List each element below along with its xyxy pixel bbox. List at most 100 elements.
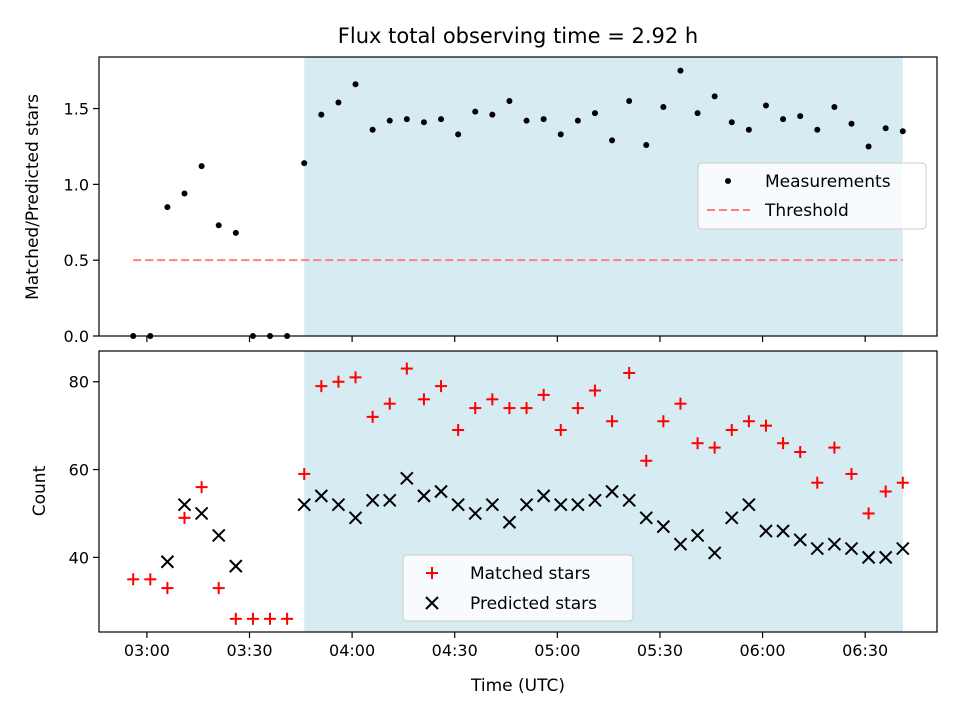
matched-stars-point [691, 437, 704, 450]
measurement-point [318, 111, 325, 118]
top-panel: 0.0 0.5 1.0 1.5 Flux total observing time =… [23, 24, 938, 346]
measurement-point [711, 93, 718, 100]
matched-stars-point [178, 511, 191, 524]
predicted-stars-point [554, 497, 568, 512]
matched-stars-point [742, 415, 755, 428]
predicted-stars-point [502, 515, 517, 529]
predicted-stars-point [348, 511, 363, 525]
measurement-point [574, 117, 581, 124]
predicted-stars-point [742, 497, 756, 512]
predicted-stars-point [793, 533, 807, 547]
legend-predicted-marker [425, 596, 439, 610]
matched-stars-point [127, 573, 140, 586]
predicted-stars-point [314, 489, 329, 503]
legend-measurements-label: Measurements [765, 172, 891, 192]
matched-stars-point [229, 612, 242, 625]
x-tick-label: 04:00 [329, 641, 375, 660]
predicted-stars-point [707, 546, 722, 560]
bottom-y-axis-label: Count [30, 465, 50, 516]
matched-stars-point [537, 388, 550, 401]
legend-threshold-label: Threshold [764, 201, 849, 221]
measurement-point [882, 125, 889, 132]
predicted-stars-point [861, 550, 876, 565]
predicted-stars-point [639, 511, 653, 525]
predicted-stars-point [485, 497, 500, 512]
measurement-point [164, 204, 171, 211]
matched-stars-point [623, 366, 636, 379]
matched-stars-point [759, 419, 772, 432]
top-axes-frame [98, 56, 938, 337]
measurement-point [369, 126, 376, 133]
matched-stars-point [417, 393, 430, 406]
predicted-stars-point [896, 541, 910, 556]
matched-stars-point [383, 397, 396, 410]
x-tick-label: 05:30 [637, 641, 683, 660]
predicted-stars-point [844, 541, 859, 556]
measurement-point [489, 111, 496, 118]
measurement-point [215, 222, 222, 229]
measurement-point [745, 126, 752, 133]
predicted-stars-point [383, 493, 397, 507]
measurement-point [591, 110, 598, 117]
matched-stars-point [794, 445, 807, 458]
bottom-x-ticks: 03:00 03:30 04:00 04:30 05:00 05:30 06:00 06:30 [124, 632, 888, 660]
measurement-point [728, 119, 735, 126]
bottom-y-ticks: 40 60 80 [69, 373, 99, 567]
matched-stars-point [298, 467, 311, 480]
predicted-stars-point [519, 497, 534, 512]
y-tick-label: 40 [69, 548, 89, 567]
matched-stars-point [281, 612, 294, 625]
matched-stars-point [828, 441, 841, 454]
matched-stars-point [195, 481, 208, 494]
measurement-point [626, 97, 633, 104]
top-y-axis-label: Matched/Predicted stars [23, 94, 43, 300]
bottom-axes-frame [98, 350, 938, 633]
measurement-point [198, 163, 205, 170]
measurement-point [831, 104, 838, 111]
series-matched-stars [127, 362, 909, 625]
matched-stars-point [246, 612, 259, 625]
measurement-point [865, 143, 872, 150]
top-legend: Measurements Threshold [697, 162, 927, 230]
matched-stars-point [349, 371, 362, 384]
measurement-point [814, 126, 821, 133]
top-chart-title: Flux total observing time = 2.92 h [338, 24, 698, 48]
measurement-point [523, 117, 530, 124]
bottom-legend-box [402, 554, 634, 622]
y-tick-label: 1.5 [64, 100, 89, 119]
matched-stars-point [606, 415, 619, 428]
predicted-stars-point [827, 537, 842, 551]
predicted-stars-point [417, 489, 431, 503]
bottom-legend: Matched stars Predicted stars [402, 554, 634, 622]
measurement-point [335, 99, 342, 106]
matched-stars-point [896, 476, 909, 489]
matched-stars-point [879, 485, 892, 498]
measurement-point [386, 117, 393, 124]
predicted-stars-point [160, 555, 175, 569]
matched-stars-point [486, 393, 499, 406]
predicted-stars-point [588, 493, 602, 507]
measurement-point [438, 116, 445, 123]
predicted-stars-point [434, 484, 448, 499]
legend-matched-marker [426, 567, 438, 579]
predicted-stars-point [297, 497, 311, 512]
matched-stars-point [640, 454, 653, 467]
predicted-stars-point [229, 559, 243, 573]
x-tick-label: 05:00 [534, 641, 580, 660]
matched-stars-point [212, 582, 225, 595]
measurement-point [181, 190, 188, 197]
measurement-point [403, 116, 410, 123]
matched-stars-point [588, 384, 601, 397]
matched-stars-point [469, 402, 482, 415]
predicted-stars-point [690, 528, 705, 543]
matched-stars-point [554, 424, 567, 437]
x-tick-label: 03:30 [226, 641, 272, 660]
matched-stars-point [435, 380, 448, 393]
measurement-point [694, 110, 701, 117]
measurement-point [643, 141, 650, 148]
matched-stars-point [862, 507, 875, 520]
measurement-point [762, 102, 769, 109]
measurement-point [301, 160, 308, 167]
predicted-stars-point [759, 524, 773, 538]
predicted-stars-point [451, 497, 465, 512]
